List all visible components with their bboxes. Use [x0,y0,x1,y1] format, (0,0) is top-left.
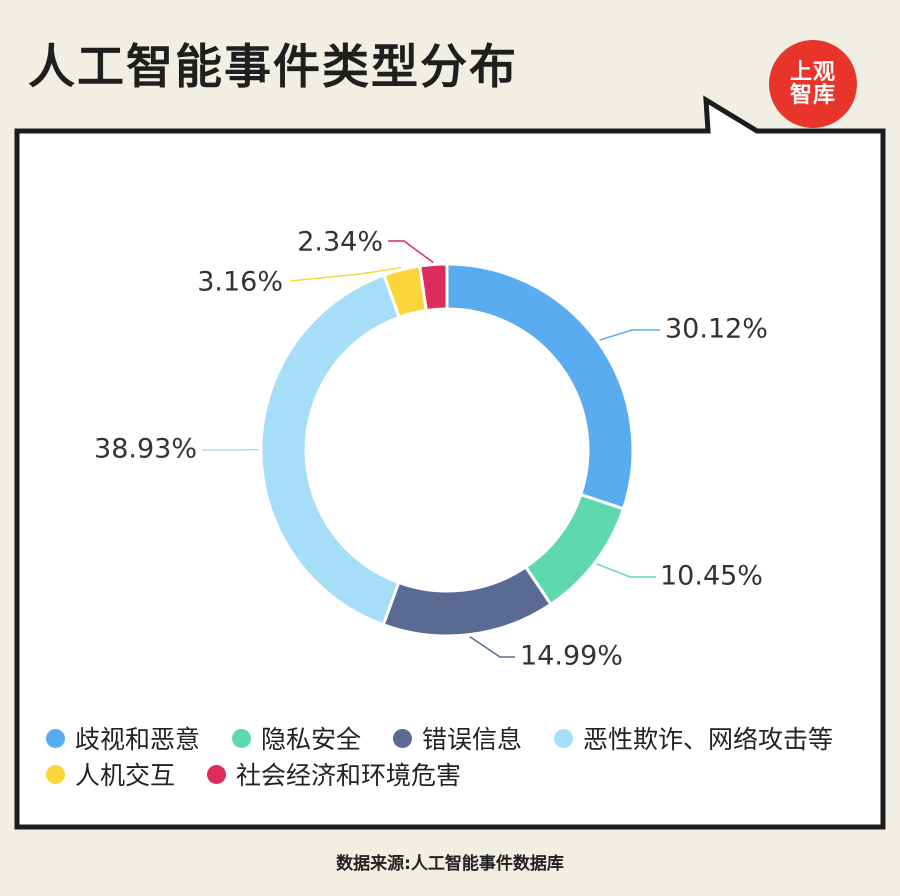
slice-discrimination [445,262,635,511]
legend-label: 错误信息 [422,725,523,754]
legend-label: 社会经济和环境危害 [236,761,462,790]
logo-line-2: 智库 [789,83,836,108]
logo-line-1: 上观 [789,59,836,85]
legend-swatch-icon [46,764,65,784]
slice-fraud-attacks [259,273,402,627]
legend-item-misinformation: 错误信息 [393,720,522,756]
chart-title: 人工智能事件类型分布 [28,40,518,95]
leader-line-misinformation [469,635,515,658]
slice-misinformation [381,564,553,638]
legend-label: 人机交互 [75,761,176,790]
data-label-human-machine: 3.16% [197,267,283,298]
legend-label: 歧视和恶意 [75,725,201,754]
legend-row-1: 歧视和恶意 隐私安全 错误信息 恶性欺诈、网络攻击等 [46,720,866,756]
data-label-fraud-attacks: 38.93% [94,434,197,465]
data-source-note: 数据来源:人工智能事件数据库 [336,854,564,874]
legend-swatch-icon [232,728,252,748]
legend-swatch-icon [46,728,65,748]
legend-item-discrimination: 歧视和恶意 [46,720,200,756]
legend-item-privacy: 隐私安全 [232,720,361,756]
shangguan-zhiku-logo: 上观 智库 [769,40,857,128]
legend-swatch-icon [393,728,413,748]
legend-item-socioeconomic-env: 社会经济和环境危害 [207,756,461,792]
legend-swatch-icon [207,764,227,784]
chart-legend: 歧视和恶意 隐私安全 错误信息 恶性欺诈、网络攻击等 人机交互 社会经济和环境危… [46,720,866,792]
legend-item-human-machine: 人机交互 [46,756,175,792]
data-label-discrimination: 30.12% [665,314,768,345]
data-label-misinformation: 14.99% [520,641,623,672]
legend-item-fraud-attacks: 恶性欺诈、网络攻击等 [554,720,833,756]
legend-row-2: 人机交互 社会经济和环境危害 [46,756,866,792]
legend-label: 隐私安全 [261,725,362,754]
leader-line-human-machine [289,266,402,282]
leader-line-socioeconomic-env [388,240,434,264]
leader-line-privacy [596,563,656,578]
legend-swatch-icon [554,728,574,748]
leader-line-discrimination [599,329,660,341]
data-label-privacy: 10.45% [660,561,763,592]
data-label-socioeconomic-env: 2.34% [297,227,383,258]
legend-label: 恶性欺诈、网络攻击等 [583,725,834,754]
slice-socioeconomic-env [418,262,449,313]
